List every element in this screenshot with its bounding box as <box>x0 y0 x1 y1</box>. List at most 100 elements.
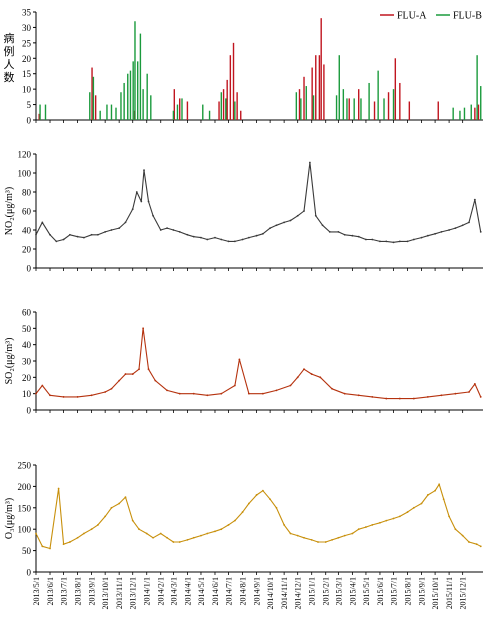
bar-flu-b <box>123 82 125 120</box>
data-point <box>357 235 360 238</box>
data-point <box>319 376 322 379</box>
data-point <box>118 227 121 230</box>
y-axis-label-char: 病 <box>4 31 15 45</box>
bar-flu-a <box>318 55 321 121</box>
data-point <box>241 238 244 241</box>
bar-flu-b <box>300 98 302 120</box>
x-tick-label: 2013/11/1 <box>115 577 124 609</box>
data-point <box>420 502 423 505</box>
data-point <box>303 536 305 539</box>
data-point <box>238 358 241 361</box>
x-tick-label: 2015/7/1 <box>390 577 399 605</box>
x-tick-label: 2013/6/1 <box>46 577 55 605</box>
y-tick-label: 60 <box>22 207 32 217</box>
bar-flu-a <box>298 89 301 120</box>
x-tick-label: 2015/11/1 <box>445 577 454 609</box>
bar-flu-b <box>181 98 183 120</box>
panel-2: 0 10 20 30 40 50 60 SO₂(μg/m³) <box>4 308 483 416</box>
data-point <box>365 238 367 241</box>
bar-flu-b <box>150 95 152 120</box>
data-point <box>159 229 162 231</box>
data-point <box>255 494 258 496</box>
x-tick-label: 2014/8/1 <box>239 577 248 605</box>
data-point <box>454 392 457 395</box>
data-point <box>49 233 51 236</box>
bar-flu-b <box>335 95 338 120</box>
data-point <box>186 233 189 236</box>
data-point <box>233 519 236 522</box>
data-point <box>412 506 415 509</box>
data-point <box>426 396 429 398</box>
data-point <box>473 198 476 201</box>
data-point <box>448 515 451 518</box>
y-tick-label: 20 <box>22 54 32 64</box>
x-tick-label: 2013/5/1 <box>32 577 41 605</box>
bar-flu-a <box>226 79 228 120</box>
x-tick-label: 2014/12/1 <box>294 577 303 609</box>
bar-flu-b <box>480 86 482 120</box>
data-point <box>337 536 340 539</box>
data-point <box>41 545 44 548</box>
data-point <box>398 240 401 243</box>
data-point <box>310 539 313 541</box>
data-point <box>220 528 223 531</box>
data-point <box>76 536 79 539</box>
data-point <box>420 236 423 239</box>
data-point <box>76 235 79 238</box>
data-point <box>385 397 388 400</box>
data-point <box>321 224 324 227</box>
bar-flu-b <box>136 61 139 120</box>
bar-flu-b <box>353 98 355 120</box>
x-tick-label: 2013/9/1 <box>88 577 97 605</box>
x-tick-label: 2014/7/1 <box>225 577 234 605</box>
data-point <box>172 541 175 543</box>
data-point <box>385 240 388 243</box>
data-point <box>159 532 162 535</box>
bar-flu-b <box>470 104 472 120</box>
panel-3: 0 50 100 150 200 250 O₃(μg/m³) <box>4 461 483 578</box>
y-tick-label: 200 <box>18 482 32 492</box>
data-point <box>62 396 65 398</box>
bar-flu-b <box>342 89 345 120</box>
bar-flu-a <box>399 82 401 120</box>
data-point <box>379 521 381 524</box>
y-tick-label: 50 <box>22 546 32 556</box>
data-point <box>131 519 134 522</box>
data-point <box>97 233 99 236</box>
data-point <box>192 235 195 238</box>
data-point <box>275 506 278 509</box>
bar-flu-a <box>348 98 350 120</box>
data-point <box>426 234 429 237</box>
series-line <box>35 327 482 400</box>
data-point <box>90 394 93 397</box>
x-tick-label: 2014/11/1 <box>280 577 289 609</box>
y-tick-label: 40 <box>22 340 32 350</box>
bar-flu-a <box>358 89 360 120</box>
y-tick-label: 20 <box>22 373 32 383</box>
data-point <box>41 384 44 387</box>
data-point <box>97 524 99 526</box>
y-tick-label: 100 <box>18 525 32 535</box>
data-point <box>371 396 374 398</box>
bar-flu-b <box>139 33 142 120</box>
bar-flu-b <box>44 104 47 120</box>
bar-flu-a <box>477 104 480 120</box>
data-point <box>337 231 340 233</box>
bar-flu-b <box>234 101 236 120</box>
bar-flu-b <box>305 86 307 120</box>
data-point <box>83 532 85 535</box>
bar-flu-b <box>89 92 91 120</box>
data-point <box>152 536 154 539</box>
y-tick-label: 100 <box>18 169 32 179</box>
data-point <box>317 541 319 543</box>
y-tick-label: 0 <box>27 116 32 126</box>
data-point <box>138 528 140 531</box>
data-point <box>178 231 181 233</box>
data-point <box>343 534 346 537</box>
bar-flu-b <box>383 98 385 120</box>
data-point <box>145 532 148 535</box>
bar-flu-a <box>232 42 235 120</box>
data-point <box>303 368 305 371</box>
data-point <box>192 392 195 395</box>
